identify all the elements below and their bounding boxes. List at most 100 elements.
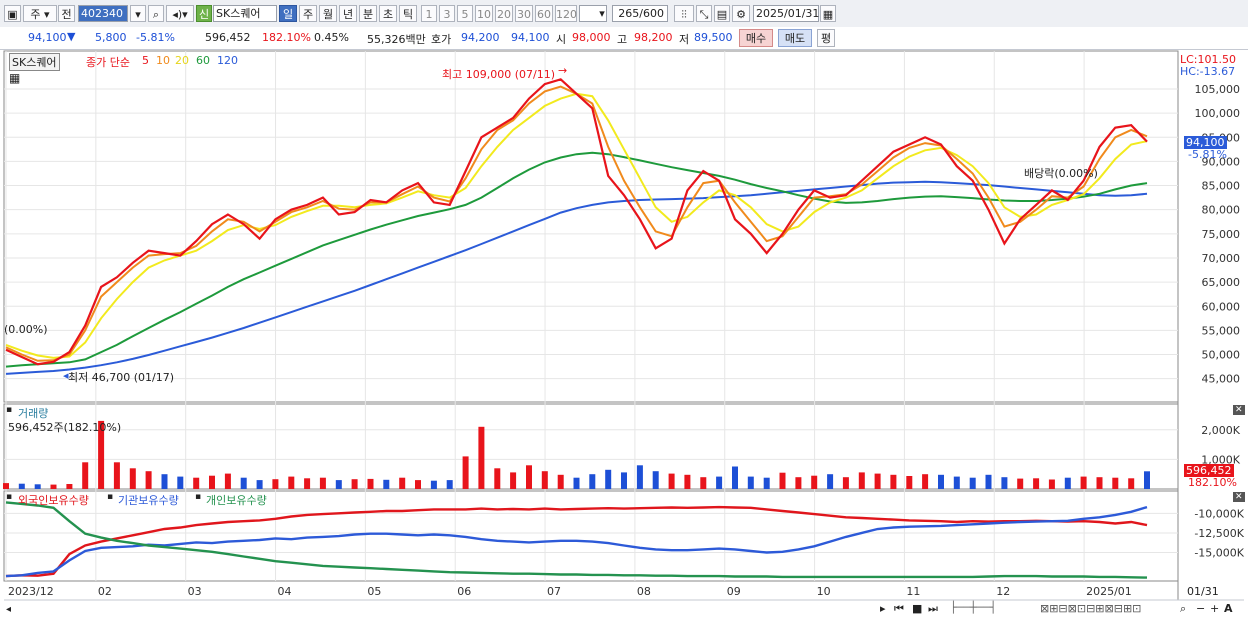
price-panel-title[interactable]: SK스퀘어: [9, 53, 60, 71]
stock-code-input[interactable]: 402340: [78, 5, 128, 22]
sell-button[interactable]: 매도: [778, 29, 812, 47]
zoom-slider-icon[interactable]: ├──┼──┤: [950, 601, 997, 614]
market-select[interactable]: 주 ▾: [23, 5, 57, 22]
volume-panel-icon[interactable]: ▪: [6, 405, 13, 415]
current-price: 94,100: [28, 31, 67, 44]
volume-bar: [716, 476, 723, 489]
ma-line-5: [5, 78, 1148, 366]
period-tick-button[interactable]: 틱: [399, 5, 417, 22]
scroll-right-icon[interactable]: ▸: [880, 602, 886, 615]
x-axis-tick-label: 06: [457, 585, 471, 598]
volume-bar: [3, 483, 9, 489]
foreign-legend-icon: ▪: [6, 492, 13, 502]
ma120-label: 120: [217, 54, 238, 67]
volume-bar: [1128, 478, 1135, 489]
interval-dropdown-icon[interactable]: ▾: [599, 7, 605, 20]
period-day-button[interactable]: 일: [279, 5, 297, 22]
cross-tools-icons[interactable]: ⊠⊞⊟⊠⊡⊟⊞⊠⊟⊞⊡: [1040, 602, 1142, 615]
stop-icon[interactable]: ■: [912, 602, 923, 615]
x-axis-tick-label: 10: [817, 585, 831, 598]
volume-bar: [193, 477, 200, 489]
evaluate-button[interactable]: 평: [817, 29, 835, 47]
volume-y-tick-label: 2,000K: [1201, 424, 1240, 437]
holding-line-2: [5, 501, 1148, 579]
volume-panel-close-icon[interactable]: ✕: [1233, 405, 1245, 415]
date-field[interactable]: 2025/01/31: [753, 5, 819, 22]
interval-3-button[interactable]: 3: [439, 5, 455, 22]
buy-button[interactable]: 매수: [739, 29, 773, 47]
period-month-button[interactable]: 월: [319, 5, 337, 22]
table-view-icon[interactable]: ▦: [9, 71, 21, 85]
last-price-tag: 94,100: [1184, 136, 1227, 149]
holding-panel-close-icon[interactable]: ✕: [1233, 492, 1245, 502]
x-axis-tick-label: 03: [188, 585, 202, 598]
volume-bar: [240, 477, 247, 489]
interval-5-button[interactable]: 5: [457, 5, 473, 22]
code-dropdown-icon[interactable]: ▾: [130, 5, 146, 22]
period-week-button[interactable]: 주: [299, 5, 317, 22]
fast-forward-icon[interactable]: ⏭: [928, 602, 938, 615]
candle-type-icon[interactable]: ⫶⫶: [674, 5, 694, 22]
x-axis-tick-label: 2025/01: [1086, 585, 1132, 598]
volume-bar: [906, 476, 913, 489]
volume-bar: [684, 474, 691, 489]
volume-bar: [430, 480, 437, 489]
calendar-icon[interactable]: ▦: [820, 5, 836, 22]
zoom-in-icon[interactable]: +: [1210, 602, 1220, 615]
x-axis-tick-label: 02: [98, 585, 112, 598]
institution-legend-label: 기관보유수량: [118, 494, 179, 507]
interval-60-button[interactable]: 60: [535, 5, 553, 22]
foreign-legend-label: 외국인보유수량: [18, 494, 89, 507]
volume-bar: [462, 456, 469, 489]
individual-legend-label: 개인보유수량: [206, 494, 267, 507]
volume-bar: [605, 469, 612, 490]
rewind-icon[interactable]: ⏮: [894, 602, 904, 615]
price-y-tick-label: 65,000: [1202, 276, 1241, 289]
interval-10-button[interactable]: 10: [475, 5, 493, 22]
hc-label: HC:-13.67: [1180, 65, 1236, 78]
interval-120-button[interactable]: 120: [555, 5, 577, 22]
scroll-left-icon[interactable]: ◂: [6, 604, 12, 615]
ma-line-120: [5, 180, 1148, 375]
font-size-icon[interactable]: A: [1224, 602, 1233, 615]
volume-bar: [335, 480, 342, 489]
drawing-tool-icon[interactable]: ⤡: [696, 5, 712, 22]
period-year-button[interactable]: 년: [339, 5, 357, 22]
prev-button[interactable]: 전: [58, 5, 75, 22]
magnify-icon[interactable]: ⌕: [1180, 602, 1187, 615]
period-minute-button[interactable]: 분: [359, 5, 377, 22]
volume-panel-title: 거래량: [18, 407, 49, 420]
save-icon[interactable]: ▤: [714, 5, 730, 22]
volume-bar: [763, 477, 770, 489]
interval-20-button[interactable]: 20: [495, 5, 513, 22]
bar-count-field[interactable]: 265/600: [612, 5, 668, 22]
x-axis-tick-label: 2023/12: [8, 585, 54, 598]
interval-30-button[interactable]: 30: [515, 5, 533, 22]
ask-price: 94,100: [511, 31, 550, 44]
period-second-button[interactable]: 초: [379, 5, 397, 22]
volume-bar: [272, 479, 279, 489]
price-y-tick-label: 75,000: [1202, 228, 1241, 241]
settings-gear-icon[interactable]: ⚙: [732, 5, 750, 22]
ma-line-10: [5, 85, 1148, 362]
volume-bar: [209, 475, 215, 489]
interval-custom-input[interactable]: [579, 5, 607, 22]
dividend-annotation: 배당락(0.00%): [1024, 167, 1098, 180]
volume-bar: [82, 462, 89, 489]
volume-bar: [890, 474, 897, 489]
zoom-out-icon[interactable]: −: [1196, 602, 1206, 615]
volume-bar: [621, 472, 627, 489]
ma60-label: 60: [196, 54, 210, 67]
sound-icon[interactable]: ◂)▾: [166, 5, 194, 22]
window-menu-icon[interactable]: ▣: [4, 5, 21, 22]
high-marker-arrow-icon: →: [558, 64, 568, 77]
stock-name-field[interactable]: SK스퀘어: [213, 5, 277, 22]
volume-bar: [399, 477, 406, 489]
search-icon[interactable]: ⌕: [148, 5, 164, 22]
market-label: 주: [30, 8, 41, 21]
price-y-tick-label: 85,000: [1202, 180, 1241, 193]
volume-bar: [18, 483, 25, 489]
interval-1-button[interactable]: 1: [421, 5, 437, 22]
volume-bar: [779, 472, 786, 489]
volume-bar: [827, 474, 834, 489]
